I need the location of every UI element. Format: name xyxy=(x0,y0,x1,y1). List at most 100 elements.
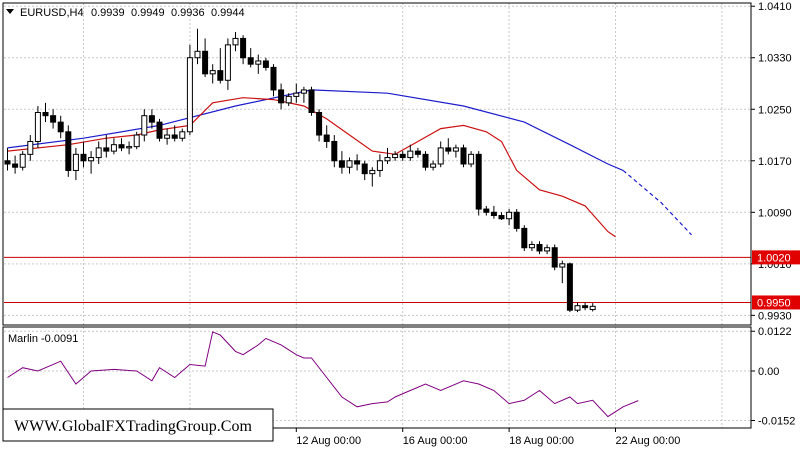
candle-body-bear xyxy=(171,134,178,139)
candle-body-bear xyxy=(240,37,247,59)
candle xyxy=(270,64,277,97)
candle-body-bear xyxy=(551,247,558,268)
price-tick-label: 1.0330 xyxy=(758,53,792,65)
candle xyxy=(361,160,368,181)
watermark-box xyxy=(2,408,274,442)
candle xyxy=(232,31,239,52)
watermark-text: WWW.GlobalFXTradingGroup.Com xyxy=(14,418,252,435)
candle-body-bull xyxy=(452,147,459,152)
candle xyxy=(300,86,307,103)
candle xyxy=(133,131,140,150)
candle-body-bull xyxy=(224,44,231,81)
candle-body-bull xyxy=(589,305,596,311)
candle xyxy=(19,151,26,171)
candle xyxy=(331,135,338,168)
marlin-polyline xyxy=(7,331,639,418)
candle-body-bull xyxy=(468,153,475,165)
time-axis: 12 Aug 00:00 16 Aug 00:00 18 Aug 00:00 22 A… xyxy=(295,428,680,447)
candle xyxy=(255,54,262,74)
candle-body-bear xyxy=(270,66,277,91)
candle xyxy=(338,151,345,174)
candle xyxy=(475,151,482,216)
candle xyxy=(445,138,452,155)
candle xyxy=(27,135,34,161)
candle xyxy=(559,260,566,284)
candle-body-bear xyxy=(57,121,64,133)
candle xyxy=(566,262,573,313)
candle xyxy=(34,106,41,148)
menu-triangle-icon[interactable] xyxy=(6,9,14,14)
candle xyxy=(126,141,133,155)
candle xyxy=(544,244,551,255)
moving-average-blue xyxy=(7,89,692,236)
price-pane[interactable] xyxy=(2,2,752,326)
candle xyxy=(323,125,330,148)
price-tick-label: 1.0090 xyxy=(758,207,792,219)
candle-body-bear xyxy=(338,160,345,168)
candle xyxy=(354,154,361,171)
candle-body-bear xyxy=(521,227,528,249)
ohlc-high: 0.9949 xyxy=(131,7,165,19)
candle-body-bear xyxy=(202,50,209,75)
candle xyxy=(141,109,148,142)
candle xyxy=(179,128,186,142)
candle-body-bear xyxy=(566,263,573,311)
candle xyxy=(240,35,247,65)
level-price-tag xyxy=(752,250,800,265)
candle-body-bear xyxy=(50,115,57,123)
candle xyxy=(103,135,110,158)
ma-blue-solid xyxy=(7,89,624,171)
candle xyxy=(490,205,497,219)
candle xyxy=(414,147,421,158)
level-price-tag-label: 0.9950 xyxy=(757,297,791,309)
candle-body-bull xyxy=(506,211,513,220)
candle-body-bear xyxy=(308,89,315,113)
candle xyxy=(247,48,254,68)
indicator-tick-label: -0.0152 xyxy=(758,416,795,428)
candle-body-bear xyxy=(475,153,482,210)
candle-body-bear xyxy=(65,131,72,171)
indicator-axis: 0.0122 0.00 -0.0152 xyxy=(751,326,795,428)
chart-header: EURUSD,H4 0.9939 0.9949 0.9936 0.9944 xyxy=(6,7,245,19)
ohlc-open: 0.9939 xyxy=(91,7,125,19)
candle-body-bull xyxy=(300,89,307,94)
candle-body-bull xyxy=(430,163,437,168)
candle-body-bear xyxy=(148,115,155,123)
candle-body-bear xyxy=(513,211,520,229)
candle xyxy=(148,109,155,129)
candle-body-bear xyxy=(460,147,467,165)
candle-body-bull xyxy=(126,146,133,149)
candle-body-bull xyxy=(574,305,581,311)
candle xyxy=(452,144,459,158)
candle-body-bull xyxy=(392,153,399,159)
candle-body-bull xyxy=(133,134,140,148)
horizontal-levels xyxy=(4,256,751,303)
candle xyxy=(156,118,163,142)
candle xyxy=(65,125,72,177)
candlestick-series xyxy=(4,28,596,313)
candle-body-bull xyxy=(19,153,26,168)
candle xyxy=(88,151,95,174)
candle xyxy=(498,212,505,221)
ohlc-low: 0.9936 xyxy=(171,7,205,19)
candle xyxy=(346,157,353,174)
symbol-label: EURUSD,H4 xyxy=(20,7,84,19)
candle-body-bear xyxy=(582,305,589,309)
candle-body-bull xyxy=(369,169,376,175)
candle-body-bear xyxy=(12,163,19,168)
candle xyxy=(4,147,11,171)
price-tick-label: 1.0170 xyxy=(758,156,792,168)
candle xyxy=(506,209,513,226)
candle xyxy=(468,151,475,168)
candle-body-bear xyxy=(278,89,285,104)
candle-body-bear xyxy=(536,244,543,252)
candle-body-bull xyxy=(95,147,102,159)
candle-body-bear xyxy=(42,111,49,117)
candle-body-bull xyxy=(110,144,117,152)
candle-body-bear xyxy=(217,70,224,81)
candle-body-bear xyxy=(156,121,163,139)
indicator-tick-label: 0.0122 xyxy=(758,326,792,338)
candle-body-bull xyxy=(209,70,216,75)
candle xyxy=(72,147,79,181)
